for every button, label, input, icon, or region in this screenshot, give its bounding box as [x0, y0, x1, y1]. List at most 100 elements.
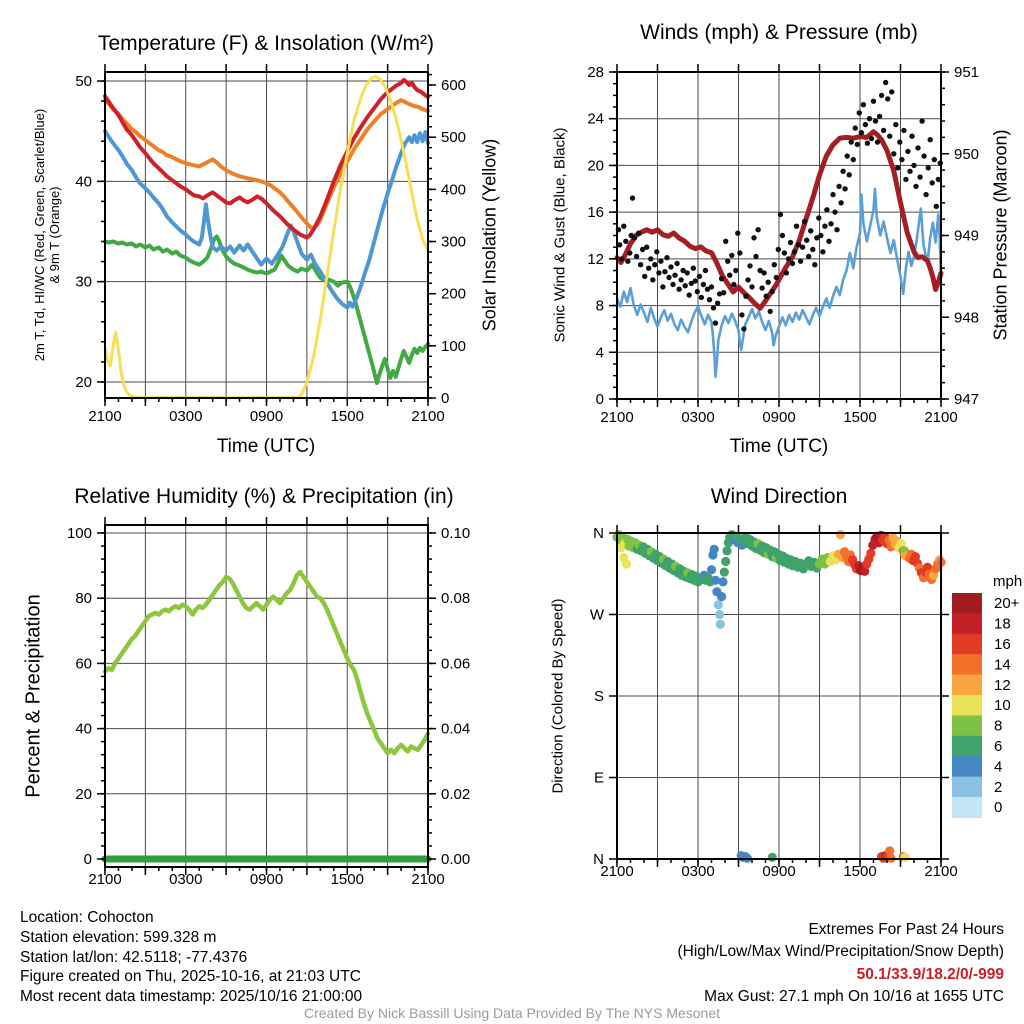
pressure-yaxis-right-label: Station Pressure (Maroon) — [990, 129, 1011, 341]
svg-text:1500: 1500 — [331, 871, 364, 888]
svg-text:400: 400 — [441, 181, 466, 198]
svg-text:N: N — [593, 851, 604, 868]
svg-text:50: 50 — [75, 73, 92, 90]
svg-text:14: 14 — [994, 656, 1011, 673]
svg-text:10: 10 — [994, 697, 1011, 714]
svg-text:0900: 0900 — [250, 408, 283, 425]
svg-text:2100: 2100 — [411, 408, 444, 425]
station-latlon: Station lat/lon: 42.5118; -77.4376 — [20, 948, 248, 966]
svg-text:2100: 2100 — [600, 409, 633, 426]
svg-text:500: 500 — [441, 129, 466, 146]
station-info-block: Location: Cohocton Station elevation: 59… — [20, 908, 362, 1007]
temperature-yaxis-left-label: 2m T, Td, HI/WC (Red, Green, Scarlet/Blu… — [32, 109, 62, 361]
svg-text:20+: 20+ — [994, 595, 1020, 612]
svg-text:0: 0 — [994, 799, 1002, 816]
winds-xaxis-label: Time (UTC) — [729, 436, 829, 457]
svg-text:40: 40 — [75, 721, 92, 738]
svg-text:0300: 0300 — [681, 863, 714, 880]
svg-text:20: 20 — [75, 786, 92, 803]
svg-text:0300: 0300 — [169, 408, 202, 425]
svg-text:2100: 2100 — [600, 863, 633, 880]
svg-text:4: 4 — [596, 344, 604, 361]
chart-winds-pressure: 2100 0300 0900 1500 210004812162024289479489… — [587, 64, 979, 426]
svg-text:2100: 2100 — [88, 871, 121, 888]
series-temp-2m — [103, 78, 430, 240]
svg-text:30: 30 — [75, 274, 92, 291]
svg-text:24: 24 — [587, 111, 604, 128]
svg-text:2100: 2100 — [924, 409, 957, 426]
extremes-subtitle: (High/Low/Max Wind/Precipitation/Snow De… — [677, 943, 1005, 961]
series-solar-insolation — [103, 74, 430, 399]
direction-yaxis-left-label: Direction (Colored By Speed) — [549, 598, 567, 794]
svg-text:16: 16 — [994, 636, 1011, 653]
svg-text:2100: 2100 — [924, 863, 957, 880]
data-timestamp: Most recent data timestamp: 2025/10/16 2… — [20, 988, 363, 1006]
svg-text:2100: 2100 — [411, 871, 444, 888]
svg-text:0: 0 — [84, 851, 92, 868]
svg-text:8: 8 — [596, 298, 604, 315]
svg-text:2100: 2100 — [88, 408, 121, 425]
series-direction-by-speed — [612, 530, 946, 863]
svg-text:0.08: 0.08 — [441, 590, 470, 607]
temperature-yaxis-left-label-line1: 2m T, Td, HI/WC (Red, Green, Scarlet/Blu… — [32, 108, 47, 362]
svg-text:20: 20 — [75, 374, 92, 391]
extremes-block: Extremes For Past 24 Hours (High/Low/Max… — [678, 919, 1005, 1009]
svg-text:100: 100 — [441, 338, 466, 355]
svg-text:947: 947 — [954, 391, 979, 408]
series-wind-chill — [103, 129, 430, 310]
svg-text:0.10: 0.10 — [441, 525, 470, 542]
figure-created: Figure created on Thu, 2025-10-16, at 21… — [20, 968, 361, 986]
series-relative-humidity — [102, 569, 431, 756]
svg-text:8: 8 — [994, 718, 1002, 735]
credit-line: Created By Nick Bassill Using Data Provi… — [303, 1005, 721, 1021]
svg-text:80: 80 — [75, 590, 92, 607]
wind-yaxis-left-label: Sonic Wind & Gust (Blue, Black) — [551, 127, 569, 343]
svg-text:12: 12 — [587, 251, 604, 268]
svg-text:E: E — [594, 770, 604, 787]
svg-text:28: 28 — [587, 64, 604, 81]
svg-text:0900: 0900 — [762, 409, 795, 426]
chart-humidity-precip: 2100 0300 0900 1500 2100 0 20 40 60 80 100 0.00 0.02… — [67, 517, 470, 888]
svg-text:0300: 0300 — [169, 871, 202, 888]
svg-text:0.00: 0.00 — [441, 851, 470, 868]
svg-text:0300: 0300 — [681, 409, 714, 426]
insolation-yaxis-right-label: Solar Insolation (Yellow) — [479, 138, 500, 332]
station-elevation: Station elevation: 599.328 m — [20, 928, 217, 946]
svg-text:N: N — [593, 525, 604, 542]
series-station-pressure — [614, 129, 944, 311]
series-temp-9m — [103, 98, 430, 231]
chart-wind-direction: 2100 0300 0900 1500 2100NWSEN20+181614121086… — [590, 525, 1022, 880]
svg-text:1500: 1500 — [843, 409, 876, 426]
svg-text:16: 16 — [587, 204, 604, 221]
humidity-chart-title: Relative Humidity (%) & Precipitation (i… — [74, 485, 454, 508]
svg-text:1500: 1500 — [331, 408, 364, 425]
humidity-yaxis-left-label: Percent & Precipitation — [22, 594, 45, 798]
svg-text:948: 948 — [954, 309, 979, 326]
svg-text:100: 100 — [67, 525, 92, 542]
temperature-yaxis-left-label-line2: & 9m T (Orange) — [47, 186, 62, 284]
station-location: Location: Cohocton — [20, 909, 154, 926]
temperature-chart-title: Temperature (F) & Insolation (W/m²) — [97, 32, 435, 55]
svg-text:0900: 0900 — [250, 871, 283, 888]
svg-text:12: 12 — [994, 677, 1011, 694]
svg-text:950: 950 — [954, 146, 979, 163]
svg-text:1500: 1500 — [843, 863, 876, 880]
svg-text:0900: 0900 — [762, 863, 795, 880]
svg-text:40: 40 — [75, 173, 92, 190]
svg-text:949: 949 — [954, 228, 979, 245]
svg-text:S: S — [594, 688, 604, 705]
series-dewpoint-2m — [103, 234, 430, 385]
svg-text:2: 2 — [994, 779, 1002, 796]
extremes-title: Extremes For Past 24 Hours — [808, 921, 1004, 938]
svg-text:6: 6 — [994, 738, 1002, 755]
extremes-values: 50.1/33.9/18.2/0/-999 — [856, 965, 1004, 983]
svg-text:60: 60 — [75, 655, 92, 672]
svg-text:600: 600 — [441, 77, 466, 94]
svg-text:0: 0 — [596, 391, 604, 408]
svg-text:4: 4 — [994, 758, 1002, 775]
series-wind-gust — [615, 79, 943, 332]
max-gust: Max Gust: 27.1 mph On 10/16 at 1655 UTC — [704, 988, 1004, 1006]
winds-chart-title: Winds (mph) & Pressure (mb) — [640, 21, 918, 44]
